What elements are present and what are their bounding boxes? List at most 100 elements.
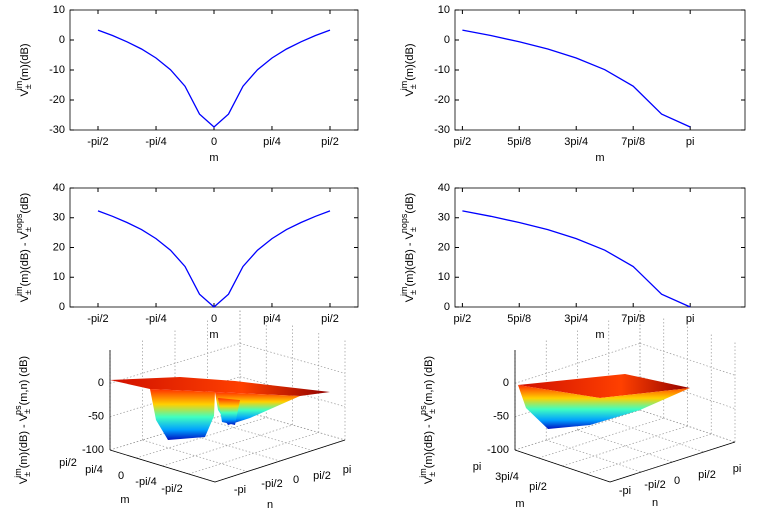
y-tick-label: 20: [53, 241, 65, 253]
x-tick-label: -pi/2: [87, 313, 108, 325]
z-tick-label: -100: [82, 444, 104, 456]
x-tick-label: -pi/4: [145, 313, 166, 325]
z-tick-label: -100: [487, 444, 509, 456]
grid-line: [586, 433, 712, 475]
label-part: ±: [23, 84, 33, 89]
label-part: V: [404, 294, 416, 302]
x-tick-label: pi: [686, 313, 695, 325]
y-tick-label: -10: [49, 64, 65, 76]
grid-line: [239, 342, 346, 374]
surface-sheet: [518, 374, 690, 398]
x-tick-label: pi/2: [59, 457, 77, 469]
axes-box: [69, 9, 359, 131]
grid-line: [207, 419, 313, 451]
label-part: (m)(dB) - V: [404, 231, 416, 286]
grid-line: [188, 432, 319, 475]
y-tick-label: -10: [434, 64, 450, 76]
label-part: im: [399, 286, 409, 296]
axis-edge: [609, 441, 736, 483]
label-part: im: [14, 286, 24, 296]
y-tick-label: pi: [343, 464, 352, 476]
label-part: V: [19, 89, 31, 97]
label-part: (m)(dB): [19, 43, 31, 80]
data-line: [462, 29, 691, 128]
x-tick-label: 0: [211, 136, 217, 148]
y-tick-label: 30: [438, 212, 450, 224]
axes-box: [454, 9, 746, 131]
y-tick-label: 0: [59, 301, 65, 313]
label-part: (m)(dB): [404, 43, 416, 80]
x-tick-label: pi/2: [454, 136, 472, 148]
z-tick-label: 0: [503, 377, 509, 389]
label-part: (m,n) (dB): [18, 356, 30, 406]
label-part: ±: [22, 409, 32, 414]
y-tick-label: 0: [444, 34, 450, 46]
y-axis-label: V±im(m)(dB) - V±ps(m,n) (dB): [13, 356, 32, 484]
y-tick-label: 40: [438, 182, 450, 194]
label-part: (dB): [404, 193, 416, 214]
label-part: ±: [408, 227, 418, 232]
grid-line: [577, 429, 673, 463]
y-axis-label: V±im(m)(dB) - V±ps(m,n) (dB): [418, 356, 437, 484]
x-tick-label: pi/4: [85, 464, 103, 476]
x-tick-label: -pi/4: [145, 136, 166, 148]
y-tick-label: 40: [53, 182, 65, 194]
x-tick-label: pi/2: [529, 481, 547, 493]
x-tick-label: -pi/4: [135, 476, 156, 488]
y-axis-label: V±im(m)(dB) - V±nops(dB): [399, 193, 418, 302]
label-part: ps: [418, 405, 428, 415]
grid-line: [514, 342, 641, 384]
data-line: [462, 210, 691, 308]
grid-line: [639, 409, 736, 443]
axis-edge: [214, 439, 346, 483]
axes-box: [454, 187, 746, 308]
y-axis-label: V±im(m)(dB): [399, 43, 418, 96]
x-tick-label: -pi/2: [161, 483, 182, 495]
label-part: nops: [14, 213, 24, 233]
y-axis-label: n: [652, 497, 658, 509]
x-axis-label: m: [120, 494, 129, 506]
label-part: nops: [399, 213, 409, 233]
y-tick-label: 0: [674, 475, 680, 487]
label-part: V: [404, 89, 416, 97]
x-tick-label: 5pi/8: [507, 313, 531, 325]
grid-line: [514, 409, 641, 451]
x-axis-label: m: [595, 329, 604, 341]
label-part: (m)(dB) - V: [19, 231, 31, 286]
x-tick-label: 3pi/4: [564, 313, 588, 325]
y-tick-label: 10: [438, 4, 450, 16]
surface-sheet: [110, 377, 330, 396]
x-axis-label: m: [515, 498, 524, 510]
y-tick-label: pi: [733, 463, 742, 475]
grid-line: [239, 376, 346, 408]
grid-line: [109, 409, 241, 451]
grid-line: [562, 425, 688, 467]
x-tick-label: pi/4: [263, 313, 281, 325]
y-tick-label: -pi: [234, 484, 246, 496]
x-tick-label: 3pi/4: [564, 136, 588, 148]
x-axis-label: m: [209, 329, 218, 341]
x-tick-label: pi: [686, 136, 695, 148]
surface-decoration: [110, 374, 690, 440]
y-tick-label: 0: [59, 34, 65, 46]
y-tick-label: -30: [434, 124, 450, 136]
y-tick-label: -pi/2: [261, 478, 282, 490]
surface-valley: [518, 385, 690, 429]
label-part: ±: [23, 227, 33, 232]
x-tick-label: 5pi/8: [507, 136, 531, 148]
label-part: ±: [408, 84, 418, 89]
x-axis-label: m: [209, 152, 218, 164]
label-part: (m)(dB) - V: [423, 413, 435, 468]
y-tick-label: -20: [434, 94, 450, 106]
label-part: ±: [23, 290, 33, 295]
y-tick-label: 10: [53, 271, 65, 283]
y-tick-label: pi/2: [313, 470, 331, 482]
x-tick-label: 0: [211, 313, 217, 325]
grid-line: [538, 417, 664, 459]
x-tick-label: pi/2: [321, 313, 339, 325]
y-axis-label: V±im(m)(dB): [14, 43, 33, 96]
surface-valley: [218, 398, 240, 425]
y-tick-label: 10: [53, 4, 65, 16]
y-tick-label: 30: [53, 212, 65, 224]
